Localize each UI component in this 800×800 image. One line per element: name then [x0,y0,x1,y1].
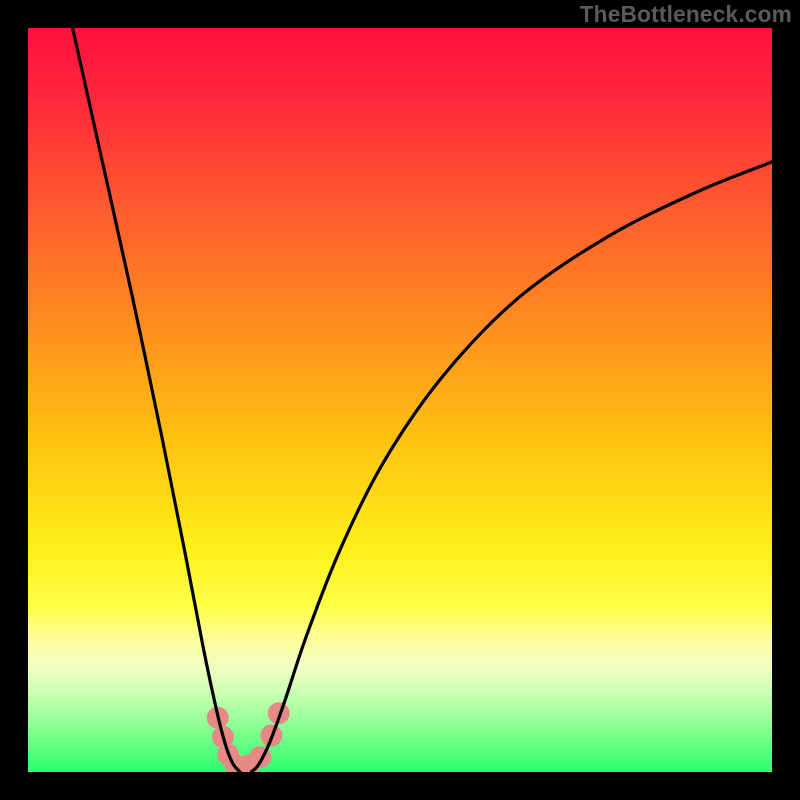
watermark-text: TheBottleneck.com [580,1,792,28]
plot-area [28,28,772,772]
chart-frame: TheBottleneck.com [0,0,800,800]
curve-left-branch [73,28,240,772]
marker-cluster [207,703,289,772]
curve-right-branch [251,162,772,772]
bottleneck-curve-layer [28,28,772,772]
